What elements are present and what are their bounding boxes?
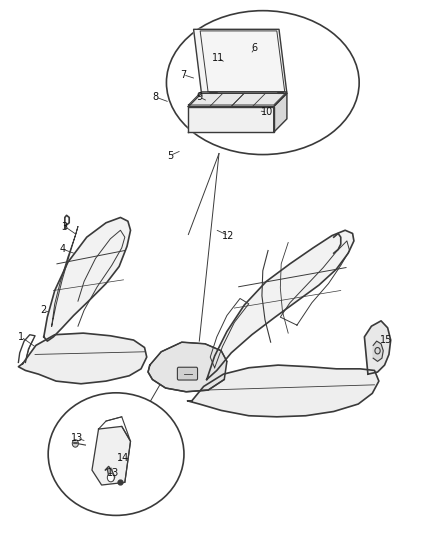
Text: 15: 15: [380, 335, 392, 345]
Polygon shape: [364, 321, 391, 374]
Text: 9: 9: [196, 92, 202, 102]
Polygon shape: [18, 333, 147, 384]
Text: 13: 13: [107, 469, 119, 478]
Polygon shape: [148, 342, 227, 392]
Text: 13: 13: [71, 433, 83, 443]
Ellipse shape: [166, 11, 359, 155]
Circle shape: [72, 440, 78, 447]
Polygon shape: [188, 93, 287, 107]
Polygon shape: [207, 230, 354, 379]
Polygon shape: [194, 29, 287, 93]
Text: 6: 6: [252, 43, 258, 53]
Ellipse shape: [48, 393, 184, 515]
FancyBboxPatch shape: [177, 367, 198, 380]
Text: 5: 5: [167, 151, 173, 160]
Polygon shape: [92, 426, 131, 485]
Polygon shape: [274, 93, 287, 132]
Polygon shape: [44, 217, 131, 341]
Text: 3: 3: [62, 222, 68, 231]
Text: 10: 10: [261, 107, 273, 117]
Text: 8: 8: [152, 92, 159, 102]
Circle shape: [107, 473, 114, 482]
Text: 12: 12: [223, 231, 235, 240]
Polygon shape: [188, 107, 274, 132]
Polygon shape: [373, 341, 383, 361]
Text: 7: 7: [180, 70, 186, 79]
Polygon shape: [187, 365, 379, 417]
Text: 1: 1: [18, 332, 24, 342]
Polygon shape: [105, 466, 115, 481]
Text: 2: 2: [40, 305, 46, 315]
Text: 14: 14: [117, 454, 129, 463]
Text: 11: 11: [212, 53, 224, 62]
Text: 4: 4: [59, 244, 65, 254]
